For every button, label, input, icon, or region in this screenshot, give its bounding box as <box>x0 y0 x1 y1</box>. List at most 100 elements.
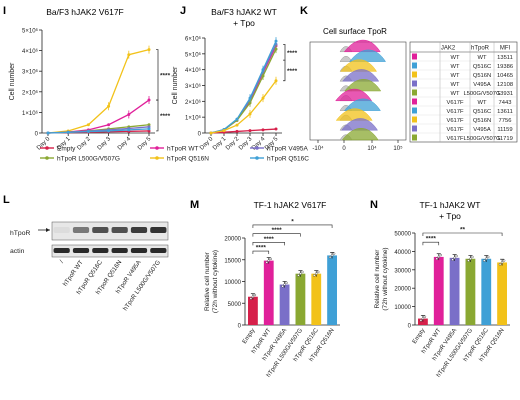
table-cell-mfi: 7756 <box>499 118 512 124</box>
x-tick-label-I: Day 0 <box>36 136 52 152</box>
sig-bracket-J <box>283 59 286 82</box>
replicate-point-M <box>281 285 284 288</box>
blot-band-label: actin <box>10 248 25 255</box>
legend-label: hTpoR L500G/V507G <box>57 156 120 163</box>
y-tick-label-N: 20000 <box>394 287 411 293</box>
histogram-peak <box>341 127 379 141</box>
panel-letter-k: K <box>300 5 308 17</box>
table-cell-tpor: WT <box>477 100 486 106</box>
x-tick-label-J: Day 3 <box>238 136 254 152</box>
panel-i-title: Ba/F3 hJAK2 V617F <box>46 7 124 17</box>
bar-N <box>433 256 444 325</box>
y-tick-label-I: 5×10⁶ <box>22 28 39 35</box>
sig-label-I: **** <box>160 113 171 120</box>
table-cell-tpor: Q516N <box>473 118 491 124</box>
blot-tpor-arrowhead <box>46 228 50 232</box>
table-row-swatch <box>412 107 417 114</box>
replicate-point-M <box>265 261 268 264</box>
sig-label-N: **** <box>426 236 437 243</box>
table-cell-tpor: Q516N <box>473 73 491 79</box>
replicate-point-N <box>469 257 472 260</box>
replicate-point-N <box>453 256 456 260</box>
bar-M <box>295 273 306 325</box>
y-tick-label-N: 0 <box>408 324 412 330</box>
panel-j-title-line1: Ba/F3 hJAK2 WT <box>211 7 277 17</box>
x-tick-label-I: Day 5 <box>137 136 153 152</box>
legend-label: Empty <box>57 146 76 153</box>
table-cell-mfi: 19386 <box>497 64 513 70</box>
sig-label-M: **** <box>272 227 283 234</box>
legend-label: hTpoR WT <box>167 146 198 153</box>
replicate-point-N <box>500 261 504 264</box>
sig-bracket-N <box>422 232 503 236</box>
y-tick-label-N: 30000 <box>394 268 411 274</box>
replicate-point-M <box>299 272 302 275</box>
y-axis-label2-N: (72h without cytokine) <box>382 247 389 310</box>
table-row-swatch <box>412 125 417 132</box>
table-cell-mfi: 13931 <box>497 91 513 97</box>
replicate-point-N <box>487 255 490 259</box>
blot-tpor-band <box>72 227 90 233</box>
histogram-peak <box>335 108 373 121</box>
y-tick-label-I: 1×10⁶ <box>22 110 39 117</box>
blot-band-label: hTpoR <box>10 230 30 237</box>
sig-bracket-M <box>252 250 270 255</box>
replicate-point-N <box>423 315 427 318</box>
y-tick-label-N: 40000 <box>394 250 411 256</box>
sig-label-I: **** <box>160 72 171 79</box>
replicate-point-M <box>253 293 257 297</box>
y-tick-label-J: 3×10⁶ <box>185 83 202 90</box>
blot-tpor-membrane <box>51 221 169 241</box>
data-point-J <box>209 131 213 135</box>
y-tick-label-I: 0 <box>35 132 39 138</box>
replicate-point-N <box>483 259 486 262</box>
y-axis-label-J: Cell number <box>172 66 179 104</box>
data-point-I <box>147 125 151 129</box>
data-point-I <box>147 123 151 127</box>
y-axis-label2-M: (72h without cytokine) <box>212 250 219 313</box>
x-tick-label-J: Day 4 <box>251 136 267 152</box>
replicate-point-M <box>283 283 286 286</box>
y-tick-label-M: 5000 <box>228 302 242 308</box>
series-line-I <box>47 128 150 134</box>
series-line-J <box>210 40 277 134</box>
panel-j-title-line2: + Tpo <box>233 18 255 28</box>
sig-label-M: * <box>291 218 294 225</box>
legend-label: hTpoR Q516N <box>167 156 209 163</box>
replicate-point-M <box>328 255 332 259</box>
replicate-point-M <box>332 252 336 255</box>
data-point-J <box>222 129 226 133</box>
data-point-I <box>107 129 111 133</box>
table-header-cell: MFI <box>500 46 511 52</box>
data-point-J <box>274 127 278 131</box>
table-header-cell: hTpoR <box>471 46 490 52</box>
panel-letter-n: N <box>370 199 378 211</box>
table-cell-mfi: 12108 <box>497 82 513 88</box>
series-line-J <box>210 80 277 134</box>
histogram-peak <box>349 49 387 62</box>
table-cell-mfi: 10465 <box>497 73 513 79</box>
table-row-swatch <box>412 89 417 96</box>
series-line-J <box>210 128 277 134</box>
table-cell-mfi: 11719 <box>497 136 513 142</box>
replicate-point-M <box>267 259 270 262</box>
k-x-tick-label: -10⁴ <box>312 145 324 152</box>
y-tick-label-M: 20000 <box>224 237 241 243</box>
replicate-point-N <box>419 319 423 322</box>
x-tick-label-M: Empty <box>242 328 257 345</box>
y-tick-label-I: 3×10⁶ <box>22 69 39 76</box>
replicate-point-M <box>317 270 320 274</box>
histogram-peak <box>344 78 382 92</box>
mfi-table <box>409 41 518 143</box>
legend-marker <box>255 156 259 160</box>
replicate-point-M <box>301 270 304 274</box>
replicate-point-N <box>439 253 442 257</box>
replicate-point-N <box>451 258 454 261</box>
data-point-I <box>127 128 131 132</box>
table-cell-tpor: V495A <box>473 82 491 88</box>
series-line-I <box>47 48 150 134</box>
y-tick-label-I: 2×10⁶ <box>22 89 39 96</box>
data-point-J <box>261 128 265 132</box>
replicate-point-M <box>251 295 255 298</box>
